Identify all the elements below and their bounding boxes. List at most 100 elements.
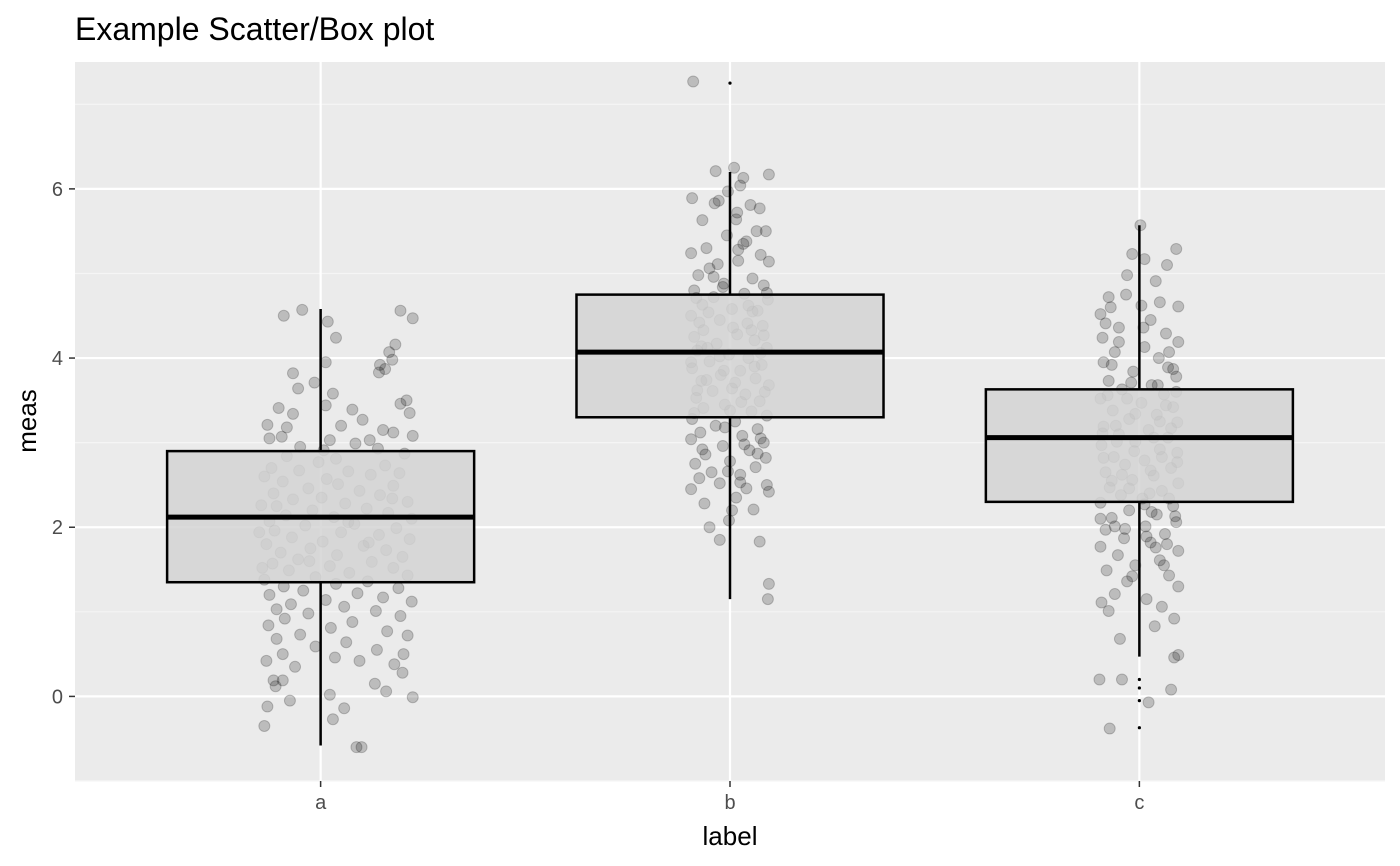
data-point: [707, 270, 720, 283]
data-point: [278, 612, 291, 625]
data-point: [1157, 559, 1170, 572]
data-point: [1123, 504, 1136, 517]
x-tick-label: c: [1134, 792, 1144, 814]
data-point: [721, 465, 734, 478]
outlier-point: [1137, 726, 1141, 730]
data-point: [1163, 569, 1176, 582]
data-point: [258, 720, 271, 733]
data-point: [1168, 651, 1181, 664]
data-point: [753, 535, 766, 548]
data-point: [406, 691, 419, 704]
data-point: [326, 387, 339, 400]
data-point: [1140, 593, 1153, 606]
data-point: [1153, 554, 1166, 567]
data-point: [747, 503, 760, 516]
data-point: [732, 254, 745, 267]
data-point: [289, 660, 302, 673]
data-point: [762, 168, 775, 181]
data-point: [329, 331, 342, 344]
data-point: [1108, 346, 1121, 359]
data-point: [261, 418, 274, 431]
data-point: [1161, 259, 1174, 272]
data-point: [1102, 291, 1115, 304]
data-point: [749, 461, 762, 474]
y-tick-label: 0: [52, 686, 63, 708]
data-point: [389, 338, 402, 351]
data-point: [737, 237, 750, 250]
data-point: [692, 269, 705, 282]
data-point: [1148, 620, 1161, 633]
data-point: [394, 610, 407, 623]
data-point: [387, 426, 400, 439]
data-point: [716, 281, 729, 294]
data-point: [1094, 308, 1107, 321]
data-point: [1099, 317, 1112, 330]
data-point: [751, 447, 764, 460]
data-point: [340, 636, 353, 649]
data-point: [750, 225, 763, 238]
data-point: [396, 666, 409, 679]
data-point: [762, 577, 775, 590]
data-point: [1161, 538, 1174, 551]
data-point: [1121, 575, 1134, 588]
data-point: [709, 165, 722, 178]
data-point: [754, 432, 767, 445]
data-point: [403, 407, 416, 420]
data-point: [1126, 248, 1139, 261]
data-point: [383, 346, 396, 359]
data-point: [328, 651, 341, 664]
data-point: [1094, 512, 1107, 525]
data-point: [1108, 588, 1121, 601]
outlier-point: [1137, 677, 1141, 682]
data-point: [368, 677, 381, 690]
data-point: [1158, 528, 1171, 541]
data-point: [394, 304, 407, 317]
data-point: [346, 403, 359, 416]
data-point: [1169, 510, 1182, 523]
data-point: [1165, 683, 1178, 696]
data-point: [260, 654, 273, 667]
data-point: [1103, 722, 1116, 735]
data-point: [1172, 648, 1185, 661]
data-point: [1102, 604, 1115, 617]
data-point: [738, 438, 751, 451]
data-point: [370, 643, 383, 656]
data-point: [713, 477, 726, 490]
data-point: [302, 607, 315, 620]
data-point: [401, 629, 414, 642]
data-point: [685, 483, 698, 496]
box-iqr: [984, 388, 1295, 504]
data-point: [379, 363, 392, 376]
data-point: [1140, 530, 1153, 543]
data-point: [1159, 327, 1172, 340]
data-point: [753, 202, 766, 215]
data-point: [762, 255, 775, 268]
data-point: [270, 603, 283, 616]
data-point: [744, 198, 757, 211]
data-point: [1142, 696, 1155, 709]
data-point: [762, 485, 775, 498]
data-point: [734, 476, 747, 489]
data-point: [1150, 508, 1163, 521]
data-point: [1120, 288, 1133, 301]
data-point: [319, 356, 332, 369]
data-point: [1094, 540, 1107, 553]
data-point: [272, 401, 285, 414]
data-point: [736, 429, 749, 442]
data-point: [276, 648, 289, 661]
box-iqr: [575, 293, 885, 419]
chart-title: Example Scatter/Box plot: [75, 11, 434, 47]
data-point: [309, 640, 322, 653]
data-point: [406, 312, 419, 325]
data-point: [321, 315, 334, 328]
data-point: [740, 482, 753, 495]
data-point: [1099, 523, 1112, 536]
data-point: [685, 247, 698, 260]
data-point: [349, 437, 362, 450]
x-axis: a b c: [315, 781, 1144, 814]
data-point: [759, 451, 772, 464]
data-point: [319, 593, 332, 606]
data-point: [1102, 374, 1115, 387]
data-point: [760, 478, 773, 491]
data-point: [1172, 335, 1185, 348]
